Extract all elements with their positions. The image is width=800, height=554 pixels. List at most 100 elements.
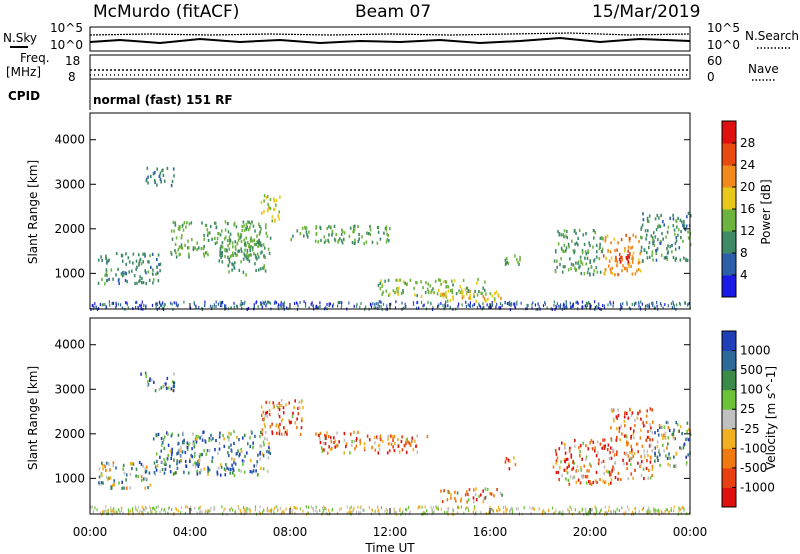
- data-pixel: [209, 224, 212, 229]
- data-pixel: [681, 432, 683, 436]
- data-pixel: [578, 266, 580, 270]
- data-pixel: [241, 224, 244, 228]
- data-pixel: [100, 473, 103, 478]
- noise-pixel: [378, 508, 380, 512]
- data-pixel: [326, 451, 329, 455]
- data-pixel: [112, 463, 114, 468]
- data-pixel: [228, 257, 230, 261]
- data-pixel: [180, 236, 183, 240]
- data-pixel: [152, 272, 154, 276]
- data-pixel: [669, 245, 671, 249]
- noise-pixel: [466, 506, 468, 509]
- data-pixel: [128, 260, 131, 264]
- noise-pixel: [516, 300, 518, 304]
- data-pixel: [176, 462, 178, 466]
- data-pixel: [632, 476, 634, 480]
- data-pixel: [230, 467, 232, 471]
- noise-pixel: [626, 505, 628, 509]
- data-pixel: [200, 247, 203, 251]
- data-pixel: [145, 465, 148, 469]
- data-pixel: [664, 256, 667, 260]
- data-pixel: [153, 380, 155, 384]
- noise-pixel: [447, 513, 449, 517]
- data-pixel: [138, 253, 140, 257]
- noise-pixel: [136, 509, 138, 513]
- data-pixel: [167, 443, 170, 447]
- data-pixel: [201, 438, 204, 442]
- data-pixel: [677, 228, 680, 232]
- noise-pixel: [303, 300, 305, 304]
- data-pixel: [680, 236, 682, 240]
- data-pixel: [208, 231, 211, 235]
- data-pixel: [660, 253, 663, 257]
- data-pixel: [438, 278, 440, 282]
- data-pixel: [101, 461, 103, 465]
- noise-pixel: [331, 507, 334, 511]
- data-pixel: [646, 435, 649, 439]
- noise-pixel: [401, 511, 403, 515]
- data-pixel: [624, 452, 627, 456]
- data-pixel: [159, 469, 162, 473]
- data-pixel: [333, 440, 335, 445]
- data-pixel: [262, 454, 265, 458]
- data-pixel: [574, 444, 576, 448]
- data-pixel: [210, 438, 213, 442]
- data-pixel: [155, 272, 157, 276]
- data-pixel: [505, 256, 508, 261]
- noise-pixel: [171, 302, 173, 306]
- data-pixel: [599, 242, 601, 246]
- colorbar-tick-label: -100: [740, 441, 767, 455]
- data-pixel: [322, 441, 325, 445]
- noise-pixel: [648, 509, 650, 513]
- data-pixel: [122, 467, 124, 471]
- data-pixel: [178, 460, 181, 464]
- y-tick-label: 3000: [54, 382, 85, 396]
- data-pixel: [160, 449, 163, 453]
- noise-pixel: [357, 505, 359, 509]
- data-pixel: [152, 278, 155, 282]
- noise-pixel: [234, 511, 236, 514]
- data-pixel: [568, 464, 570, 468]
- data-pixel: [389, 227, 391, 231]
- data-pixel: [271, 431, 274, 436]
- data-pixel: [174, 223, 177, 227]
- data-pixel: [207, 253, 209, 257]
- data-pixel: [384, 226, 387, 230]
- data-pixel: [172, 220, 175, 224]
- data-pixel: [573, 266, 576, 270]
- noise-pixel: [621, 506, 623, 510]
- data-pixel: [283, 426, 285, 430]
- data-pixel: [624, 424, 626, 428]
- noise-pixel: [96, 308, 98, 312]
- data-pixel: [629, 456, 631, 460]
- data-pixel: [165, 462, 167, 466]
- data-pixel: [122, 270, 124, 275]
- data-pixel: [240, 249, 243, 254]
- data-pixel: [625, 255, 628, 260]
- data-pixel: [155, 434, 158, 438]
- data-pixel: [640, 462, 642, 466]
- data-pixel: [575, 268, 577, 272]
- data-pixel: [613, 467, 616, 471]
- data-pixel: [343, 431, 346, 436]
- data-pixel: [651, 431, 654, 435]
- data-pixel: [112, 483, 115, 487]
- data-pixel: [659, 453, 661, 457]
- data-pixel: [315, 432, 317, 436]
- noise-pixel: [402, 509, 404, 513]
- noise-pixel: [445, 300, 447, 304]
- data-pixel: [474, 492, 477, 496]
- noise-pixel: [570, 305, 572, 309]
- noise-pixel: [657, 509, 659, 513]
- data-pixel: [608, 456, 611, 461]
- data-pixel: [687, 211, 690, 215]
- data-pixel: [164, 435, 166, 439]
- data-pixel: [202, 246, 205, 250]
- noise-pixel: [562, 304, 564, 308]
- data-pixel: [123, 471, 126, 475]
- data-pixel: [569, 450, 571, 454]
- data-pixel: [221, 245, 224, 249]
- noise-pixel: [667, 304, 669, 308]
- data-pixel: [249, 470, 252, 474]
